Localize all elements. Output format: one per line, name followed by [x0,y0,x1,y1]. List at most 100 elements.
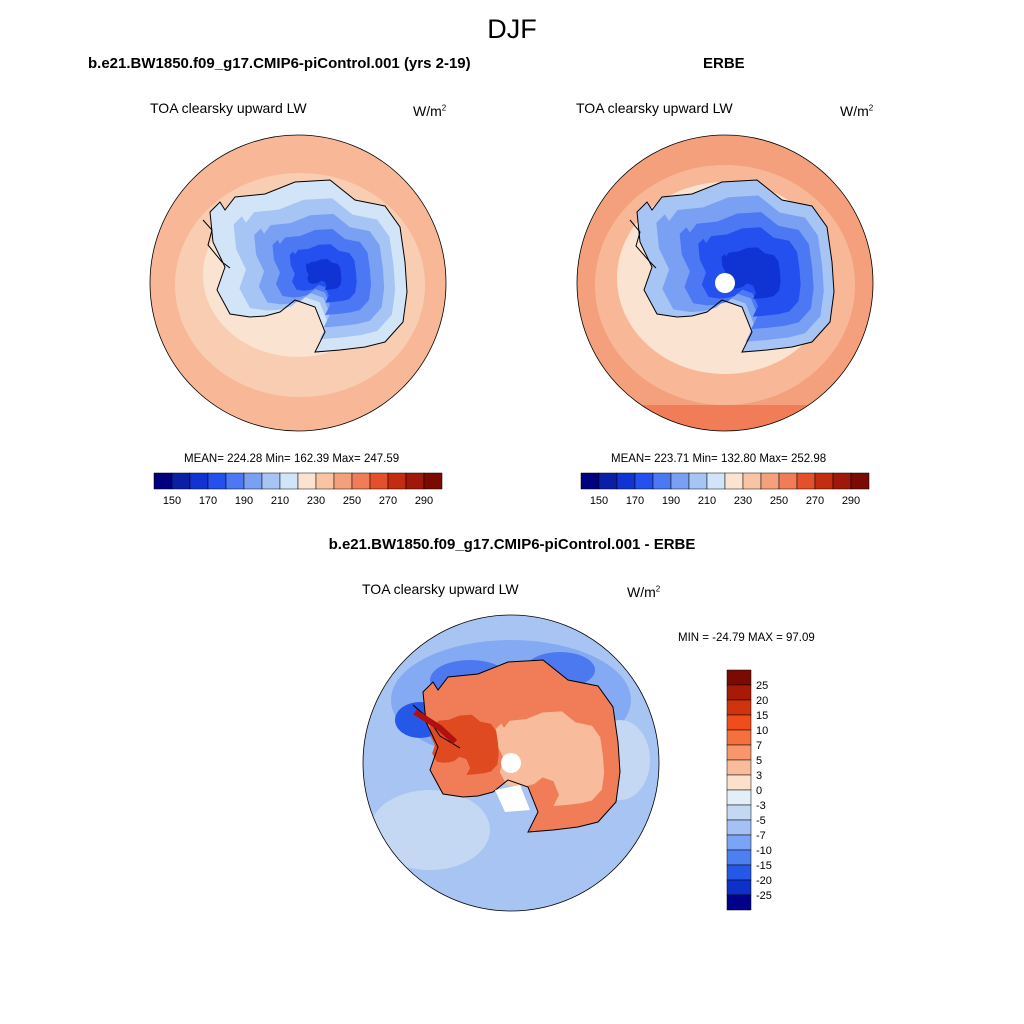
colorbar-box [742,472,762,490]
colorbar-box [726,744,752,761]
map-border-obs [576,134,874,432]
colorbar-tick-label: 270 [806,495,824,507]
colorbar-box [598,472,618,490]
map-model [150,135,446,431]
colorbar-tick-label: 150 [590,495,608,507]
colorbar-box [652,472,672,490]
colorbar-box [832,472,852,490]
colorbar-box [225,472,245,490]
colorbar-tick-label: 250 [770,495,788,507]
panel-title-obs: ERBE [703,55,745,72]
colorbar-box [297,472,317,490]
colorbar-model: 150 170 190 210 230 250 270 290 [153,472,443,507]
colorbar-box [726,699,752,716]
colorbar-box [726,669,752,686]
colorbar-box [726,684,752,701]
colorbar-box [726,834,752,851]
colorbar-box [814,472,834,490]
colorbar-box [369,472,389,490]
stats-model: MEAN= 224.28 Min= 162.39 Max= 247.59 [184,453,400,465]
colorbar-box [778,472,798,490]
colorbar-obs: 150 170 190 210 230 250 270 290 [580,472,870,507]
colorbar-diff: 25 20 15 10 7 5 3 0 -3 -5 -7 -10 -15 -20 -25 [726,669,772,911]
colorbar-tick-label: 5 [756,755,762,767]
colorbar-tick-label: -15 [756,860,772,872]
colorbar-tick-label: 150 [163,495,181,507]
colorbar-box [616,472,636,490]
colorbar-tick-label: 290 [842,495,860,507]
colorbar-box [726,864,752,881]
colorbar-box [726,789,752,806]
variable-label-model: TOA clearsky upward LW [150,100,307,116]
colorbar-tick-label: 250 [343,495,361,507]
colorbar-box [423,472,443,490]
colorbar-tick-label: 170 [199,495,217,507]
variable-label-diff: TOA clearsky upward LW [362,581,519,597]
colorbar-tick-label: 7 [756,740,762,752]
colorbar-box [726,774,752,791]
colorbar-tick-label: -5 [756,815,766,827]
colorbar-box [726,849,752,866]
colorbar-box [634,472,654,490]
stats-diff: MIN = -24.79 MAX = 97.09 [678,632,815,644]
figure-title: DJF [487,14,537,44]
colorbar-tick-label: -3 [756,800,766,812]
colorbar-tick-label: 20 [756,695,768,707]
colorbar-tick-label: 190 [235,495,253,507]
units-label-obs: W/m2 [840,103,874,119]
colorbar-box [706,472,726,490]
colorbar-box [726,729,752,746]
map-border-diff [362,614,660,912]
colorbar-tick-label: 170 [626,495,644,507]
colorbar-tick-label: 270 [379,495,397,507]
map-diff [363,615,659,911]
units-label-model: W/m2 [413,103,447,119]
panel-title-diff: b.e21.BW1850.f09_g17.CMIP6-piControl.001… [328,536,696,553]
colorbar-tick-label: 0 [756,785,762,797]
colorbar-tick-label: -10 [756,845,772,857]
colorbar-tick-label: 3 [756,770,762,782]
colorbar-box [405,472,425,490]
colorbar-tick-label: 210 [271,495,289,507]
colorbar-box [153,472,173,490]
colorbar-tick-label: 10 [756,725,768,737]
colorbar-box [688,472,708,490]
colorbar-tick-label: -20 [756,875,772,887]
colorbar-tick-label: 230 [734,495,752,507]
colorbar-box [726,759,752,776]
colorbar-tick-label: 25 [756,680,768,692]
colorbar-box [315,472,335,490]
colorbar-box [796,472,816,490]
colorbar-tick-label: 230 [307,495,325,507]
colorbar-box [726,879,752,896]
variable-label-obs: TOA clearsky upward LW [576,100,733,116]
units-label-diff: W/m2 [627,584,661,600]
colorbar-box [351,472,371,490]
map-border-model [149,134,447,432]
colorbar-box [243,472,263,490]
colorbar-box [333,472,353,490]
colorbar-box [726,714,752,731]
colorbar-box [726,894,752,911]
colorbar-tick-label: 210 [698,495,716,507]
colorbar-box [724,472,744,490]
colorbar-box [279,472,299,490]
colorbar-box [580,472,600,490]
map-obs [577,135,873,431]
colorbar-box [760,472,780,490]
stats-obs: MEAN= 223.71 Min= 132.80 Max= 252.98 [611,453,827,465]
colorbar-tick-label: 15 [756,710,768,722]
panel-title-model: b.e21.BW1850.f09_g17.CMIP6-piControl.001… [88,55,471,72]
colorbar-box [261,472,281,490]
colorbar-box [850,472,870,490]
colorbar-box [189,472,209,490]
colorbar-tick-label: -7 [756,830,766,842]
colorbar-box [171,472,191,490]
colorbar-box [726,819,752,836]
colorbar-box [387,472,407,490]
colorbar-tick-label: -25 [756,890,772,902]
colorbar-box [207,472,227,490]
colorbar-box [670,472,690,490]
colorbar-tick-label: 190 [662,495,680,507]
